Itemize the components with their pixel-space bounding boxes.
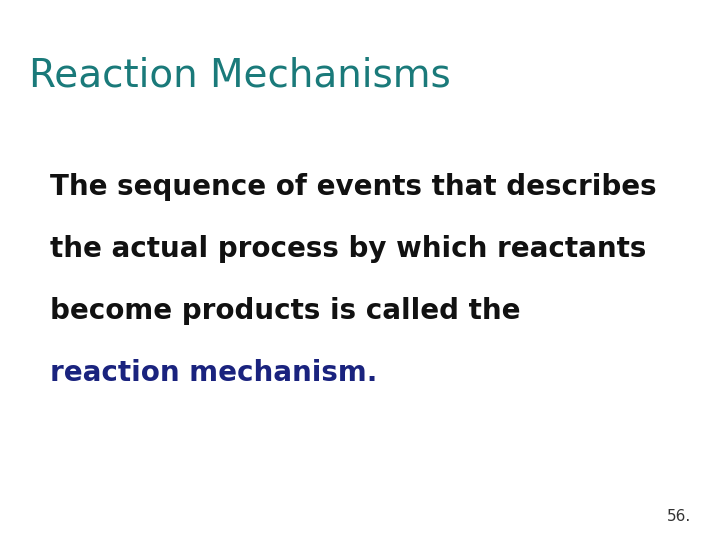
Text: The sequence of events that describes: The sequence of events that describes	[50, 173, 657, 201]
Text: become products is called the: become products is called the	[50, 297, 521, 325]
Text: the actual process by which reactants: the actual process by which reactants	[50, 235, 647, 263]
Text: reaction mechanism.: reaction mechanism.	[50, 359, 378, 387]
Text: Reaction Mechanisms: Reaction Mechanisms	[29, 57, 451, 94]
Text: 56.: 56.	[667, 509, 691, 524]
